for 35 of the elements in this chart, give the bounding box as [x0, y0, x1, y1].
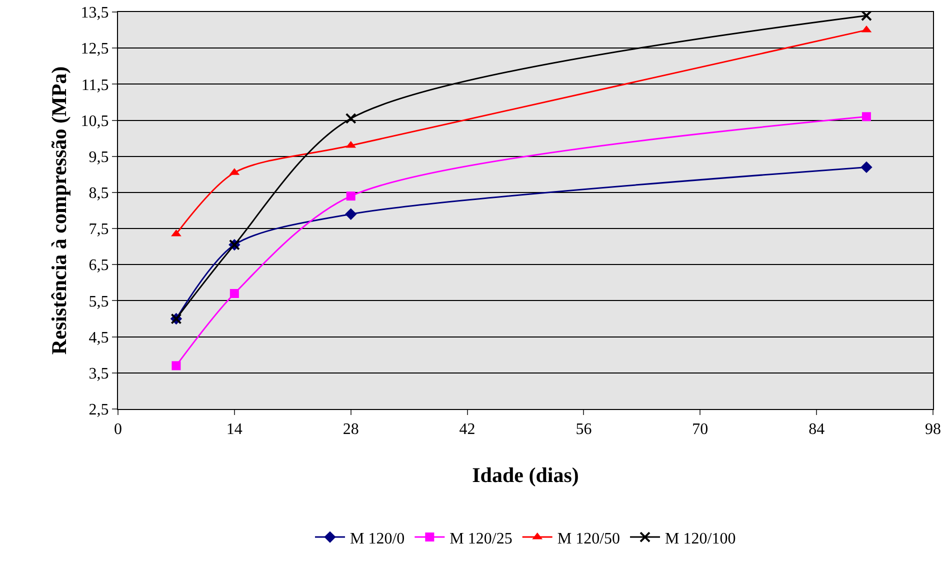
x-axis-title: Idade (dias): [472, 463, 579, 487]
y-axis-title: Resistência à compressão (MPa): [47, 66, 71, 355]
y-tick-label: 5,5: [88, 293, 109, 310]
y-tick-label: 11,5: [81, 76, 109, 94]
x-tick-label: 56: [576, 421, 592, 438]
y-tick-label: 3,5: [88, 366, 109, 383]
point: [860, 161, 872, 174]
legend-label: M 120/0: [350, 530, 405, 548]
y-tick-label: 12,5: [80, 40, 109, 58]
y-tick-label: 8,5: [88, 185, 109, 202]
point: [230, 289, 239, 298]
y-tick-label: 6,5: [88, 257, 109, 274]
point: [172, 361, 181, 370]
point: [345, 208, 357, 220]
legend-label: M 120/25: [450, 530, 512, 548]
point: [171, 229, 182, 236]
x-tick-label: 28: [342, 421, 359, 438]
legend-label: M 120/50: [557, 530, 620, 548]
point: [346, 192, 356, 201]
y-tick-label: 7,5: [88, 221, 109, 238]
x-tick-label: 14: [226, 421, 242, 438]
y-tick-label: 2,5: [88, 402, 109, 419]
x-tick-label: 0: [114, 421, 122, 438]
y-tick-label: 13,5: [80, 4, 109, 22]
point: [860, 12, 872, 22]
point: [345, 112, 356, 124]
x-tick-label: 84: [808, 421, 825, 438]
y-tick-label: 9,5: [88, 148, 109, 166]
y-tick-label: 10,5: [80, 112, 109, 130]
point: [862, 112, 871, 122]
y-tick-label: 4,5: [88, 329, 109, 346]
x-tick-label: 70: [692, 421, 708, 438]
x-tick-label: 42: [459, 421, 476, 438]
x-tick-label: 98: [925, 421, 941, 438]
legend-label: M 120/100: [665, 530, 736, 548]
